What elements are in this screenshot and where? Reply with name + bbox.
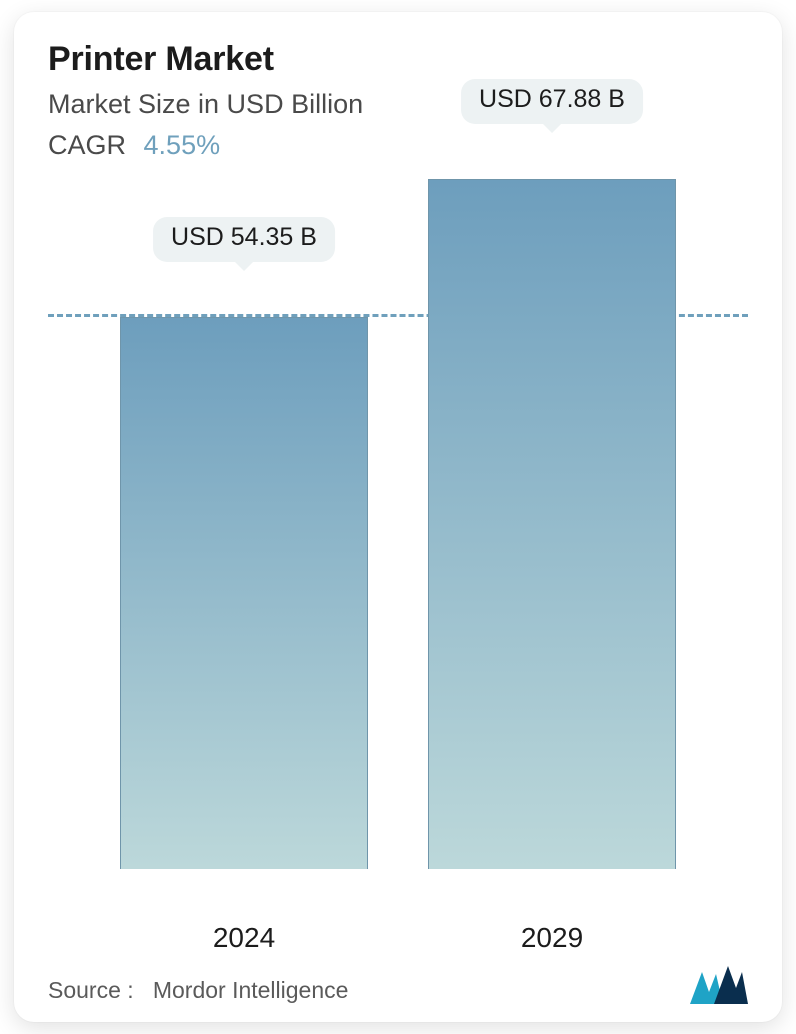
chart-footer: Source : Mordor Intelligence: [48, 964, 748, 1004]
value-badge-2029: USD 67.88 B: [461, 79, 643, 124]
chart-title: Printer Market: [48, 40, 748, 79]
source-label: Source :: [48, 977, 134, 1003]
bar-2029: [428, 179, 676, 869]
cagr-row: CAGR 4.55%: [48, 130, 748, 161]
source-text: Source : Mordor Intelligence: [48, 977, 348, 1004]
x-axis-label-2024: 2024: [213, 922, 275, 954]
cagr-label: CAGR: [48, 130, 126, 160]
chart-card: Printer Market Market Size in USD Billio…: [14, 12, 782, 1022]
chart-subtitle: Market Size in USD Billion: [48, 89, 748, 120]
x-axis-label-2029: 2029: [521, 922, 583, 954]
cagr-value: 4.55%: [144, 130, 221, 160]
value-badge-2024: USD 54.35 B: [153, 217, 335, 262]
source-name: Mordor Intelligence: [153, 977, 349, 1003]
bar-2024: [120, 317, 368, 869]
chart-plot: USD 54.35 B USD 67.88 B: [48, 179, 748, 869]
chart-area: USD 54.35 B USD 67.88 B 2024 2029: [48, 179, 748, 1000]
mordor-logo-icon: [690, 964, 748, 1004]
